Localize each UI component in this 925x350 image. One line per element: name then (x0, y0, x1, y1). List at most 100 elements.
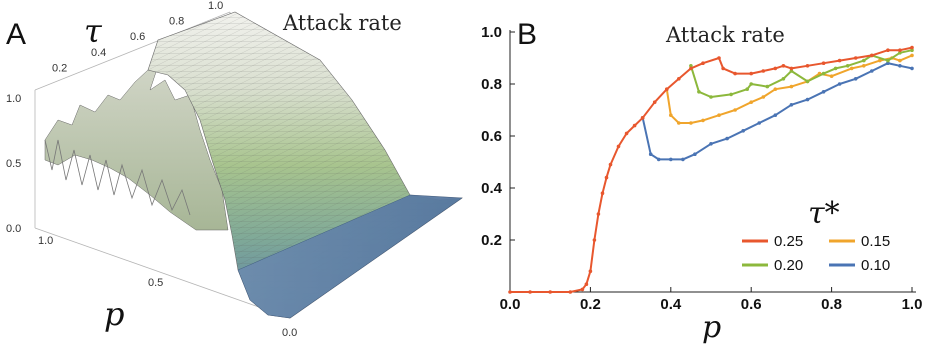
shared-curve-line-point (528, 290, 532, 294)
series-line-tau-0-20-point (689, 64, 693, 68)
series-line-tau-0-25-point (853, 56, 858, 60)
series-line-tau-0-15-point (773, 87, 778, 91)
x-axis-label: p (702, 310, 721, 345)
surface-zero-plateau (237, 194, 463, 319)
series-group (508, 45, 914, 294)
y-tick-label: 0.2 (481, 232, 502, 249)
p-tick-label: 1.0 (38, 235, 53, 247)
y-tick-label: 0.4 (481, 180, 503, 197)
series-line-tau-0-10-point (709, 142, 713, 146)
series-line-tau-0-15-point (789, 84, 794, 89)
x-tick-label: 0.4 (660, 296, 682, 313)
series-line-tau-0-25-point (652, 100, 657, 104)
surface-ridge-lines (44, 139, 191, 216)
legend-title: τ* (808, 196, 840, 231)
series-line-tau-0-20-point (862, 58, 866, 63)
series-line-tau-0-25-point (886, 48, 890, 52)
panel-a-surface-plot: A Attack rate 0.20.40.60.81.0 0.00.51.0 … (6, 0, 464, 339)
shared-curve-line-point (632, 123, 637, 128)
p-axis-ticks: 1.0 0.5 0.0 (38, 235, 297, 339)
surface-rough-region (44, 59, 229, 231)
series-line-tau-0-25-point (665, 87, 669, 91)
series-line-tau-0-25-point (805, 64, 810, 68)
series-line-tau-0-20-point (833, 66, 838, 71)
series-line-tau-0-20-point (886, 58, 890, 63)
series-line-tau-0-20-point (821, 71, 826, 76)
tau-tick-label: 0.2 (52, 62, 67, 74)
series-line-tau-0-15-point (689, 121, 693, 125)
plot-frame (509, 30, 916, 293)
series-line-tau-0-25-point (870, 53, 874, 58)
series-line-tau-0-25-point (689, 66, 693, 71)
tau-tick-label: 0.8 (169, 16, 184, 28)
x-tick-label: 0.8 (821, 296, 842, 313)
series-line-tau-0-10-point (693, 152, 697, 156)
series-line-tau-0-10-point (853, 77, 858, 81)
tau-axis-label: τ (84, 12, 103, 50)
series-line-tau-0-25 (641, 46, 913, 119)
series-line-tau-0-15-point (733, 108, 737, 112)
series-line-tau-0-10-point (773, 113, 778, 117)
series-line-tau-0-20-point (898, 51, 902, 55)
series-line-tau-0-20-point (789, 69, 794, 73)
y-tick-label: 1.0 (481, 24, 502, 41)
series-line-tau-0-25-point (721, 66, 725, 71)
series-line-tau-0-25-point (749, 71, 753, 76)
series-line-tau-0-25-point (701, 61, 705, 65)
series-line-tau-0-10-point (870, 69, 874, 73)
shared-curve-line-point (592, 238, 597, 242)
legend-label: 0.15 (861, 233, 890, 250)
series-line-tau-0-10-point (681, 157, 685, 162)
shared-curve-line (510, 117, 644, 293)
x-tick-label: 1.0 (902, 296, 923, 313)
shared-curve-line-point (640, 116, 645, 120)
tau-axis-ticks: 0.2 0.4 0.6 0.8 1.0 (52, 0, 223, 74)
z-tick-label: 0.5 (6, 158, 21, 170)
p-tick-label: 0.0 (282, 327, 297, 339)
series-line-tau-0-15-point (898, 58, 902, 63)
series-line-tau-0-15 (665, 54, 913, 124)
series-line-tau-0-20-point (910, 48, 914, 52)
series-line-tau-0-20-point (729, 92, 733, 97)
series-line-tau-0-25-point (717, 56, 721, 60)
series-line-tau-0-10-point (725, 136, 729, 141)
series-line-tau-0-20-point (745, 87, 749, 91)
series-line-tau-0-10 (641, 62, 913, 161)
series-line-tau-0-10-point (886, 61, 890, 65)
series-line-tau-0-10-point (648, 152, 653, 156)
series-line-tau-0-25-point (898, 48, 902, 52)
shared-curve-line-point (604, 175, 609, 180)
series-line-tau-0-10-point (741, 129, 745, 133)
series-line-tau-0-25-point (781, 64, 786, 68)
series-line-tau-0-15-point (749, 100, 753, 104)
series-line-tau-0-25-point (761, 69, 766, 73)
series-line-tau-0-25-point (677, 77, 681, 81)
series-line-tau-0-15-point (669, 113, 673, 117)
shared-curve-line-point (600, 191, 605, 195)
shared-curve-line-point (584, 282, 589, 287)
x-tick-label: 0.6 (741, 296, 762, 313)
series-line-tau-0-15-point (701, 118, 705, 123)
legend: τ* 0.25 0.15 0.20 0.10 (742, 196, 890, 274)
series-line-tau-0-25-point (821, 61, 826, 65)
legend-label: 0.25 (774, 233, 803, 250)
shared-curve-line-point (608, 162, 613, 167)
series-line-tau-0-15-point (849, 66, 854, 71)
series-line-tau-0-10-point (898, 64, 902, 68)
panel-b-line-chart: B Attack rate 0.0 0.2 0.4 0.6 0.8 1.00.20.40.… (481, 18, 922, 345)
shared-curve-line-point (580, 287, 585, 292)
series-line-tau-0-15-point (717, 113, 721, 117)
x-tick-label: 0.2 (580, 296, 601, 313)
z-tick-label: 1.0 (6, 93, 21, 105)
series-line-tau-0-15-point (862, 64, 866, 68)
panel-a-letter: A (6, 18, 26, 51)
series-line-tau-0-20-point (697, 90, 701, 94)
series-line-tau-0-20-point (749, 82, 753, 86)
series-line-tau-0-25-point (910, 45, 914, 50)
series-line-tau-0-15-point (677, 121, 681, 125)
shared-curve-line-point (568, 290, 573, 294)
axis-ticks: 0.0 0.2 0.4 0.6 0.8 1.0 0.2 0.4 0.6 0.8 1.0 (481, 24, 922, 313)
panel-a-title: Attack rate (282, 11, 402, 35)
series-line-tau-0-10-point (805, 97, 810, 102)
p-axis-label: p (104, 295, 124, 333)
